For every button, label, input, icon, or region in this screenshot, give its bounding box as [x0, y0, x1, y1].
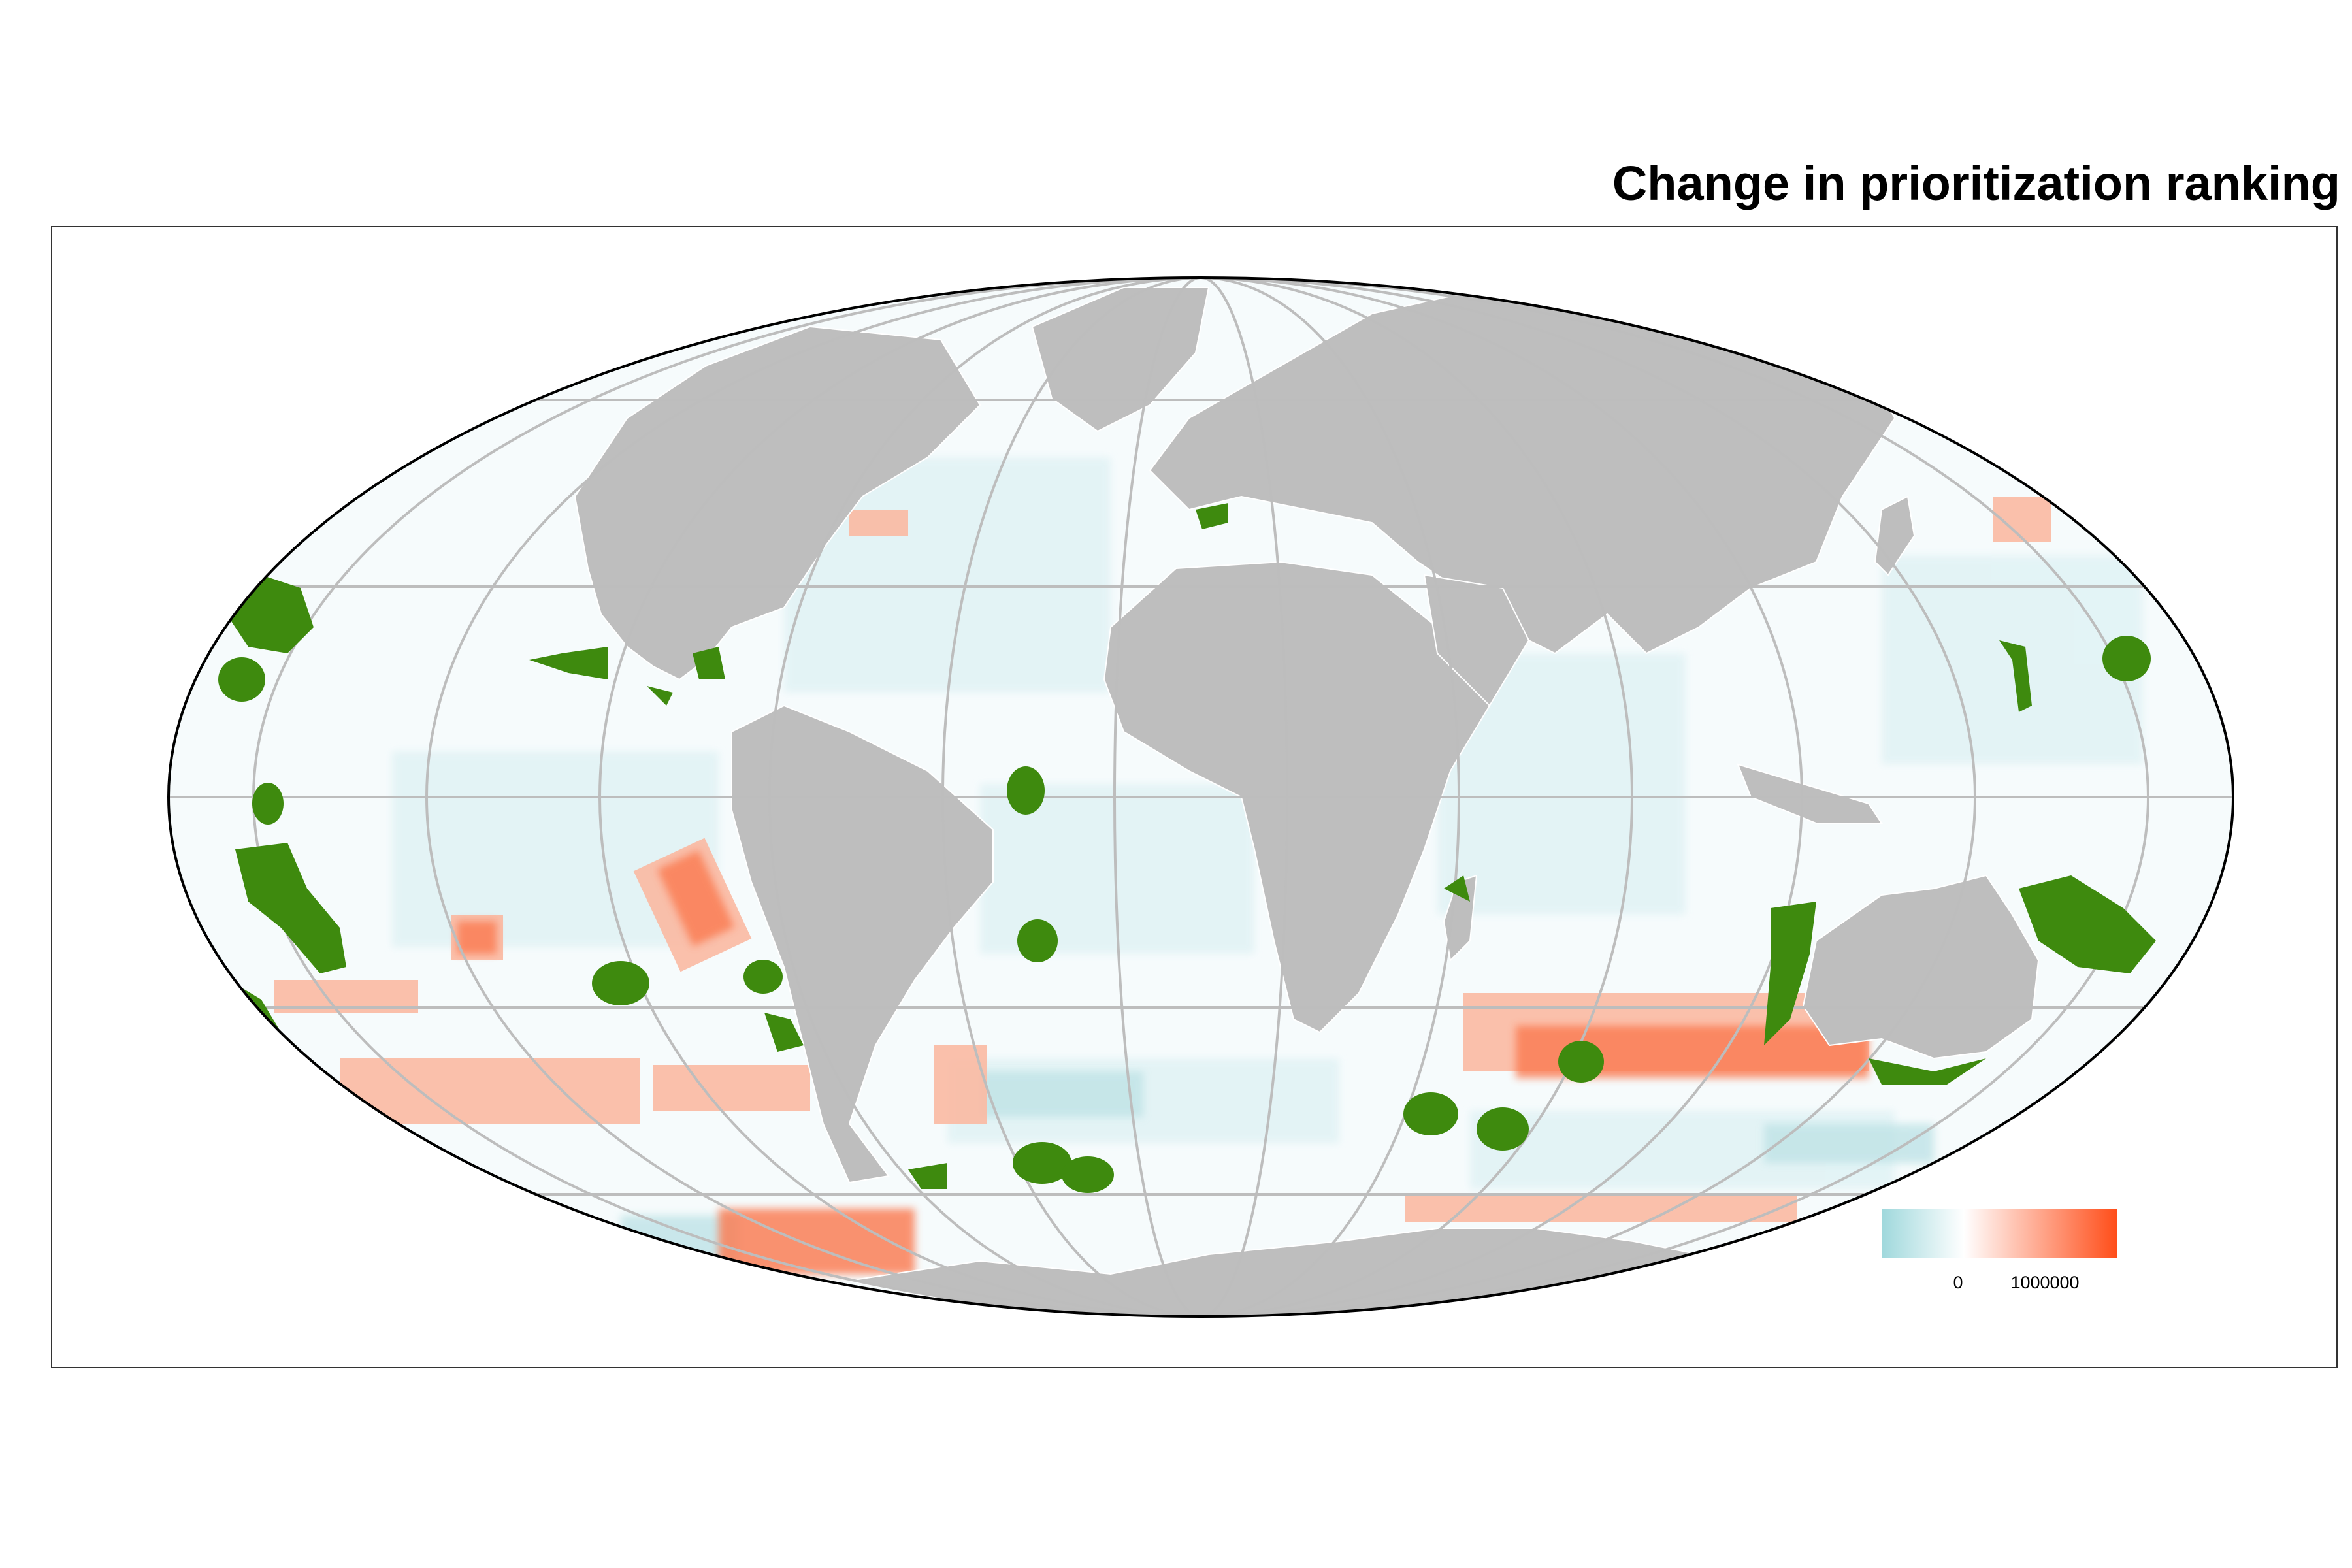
protected-area [1403, 1092, 1458, 1135]
globe-outline [167, 276, 2234, 1318]
australia [1802, 874, 2040, 1060]
south-america [731, 704, 994, 1184]
protected-area-chile [764, 1013, 804, 1052]
protected-area [647, 686, 673, 706]
protected-area [218, 657, 265, 702]
legend-colorbar [1882, 1209, 2117, 1258]
protected-area-coral-sea [2019, 875, 2156, 973]
protected-area [592, 961, 649, 1005]
protected-area [743, 960, 783, 994]
change-raster [169, 278, 2233, 1316]
protected-area-gulf [693, 647, 725, 679]
protected-areas [218, 503, 2156, 1193]
plot-frame [51, 226, 2338, 1368]
protected-area-south-georgia [908, 1163, 947, 1189]
protected-area [1007, 766, 1045, 815]
protected-area-mexico-coast [529, 647, 608, 679]
protected-area [1558, 1041, 1604, 1083]
protected-area [1013, 1142, 1071, 1184]
map-title: Change in prioritization ranking [1612, 156, 2340, 210]
protected-area [1477, 1107, 1529, 1151]
protected-area [252, 783, 284, 825]
protected-area-mascarene [1444, 875, 1470, 902]
protected-area-new-caledonia [1999, 640, 2032, 712]
protected-area-french-polynesia [235, 843, 346, 973]
protected-area [2102, 636, 2151, 681]
protected-area-south-australia [1869, 1058, 1986, 1085]
protected-area-mediterranean [1196, 503, 1228, 529]
legend-tick-0: 0 [1953, 1273, 1963, 1292]
protected-area [1017, 919, 1058, 962]
graticule [169, 278, 2233, 1316]
legend: 0 1000000 [1882, 1209, 2117, 1292]
raster-low-zones [392, 457, 2143, 1189]
protected-area [1062, 1156, 1114, 1193]
legend-tick-1000000: 1000000 [2010, 1273, 2079, 1292]
protected-area-west-australia [1764, 902, 1816, 1045]
